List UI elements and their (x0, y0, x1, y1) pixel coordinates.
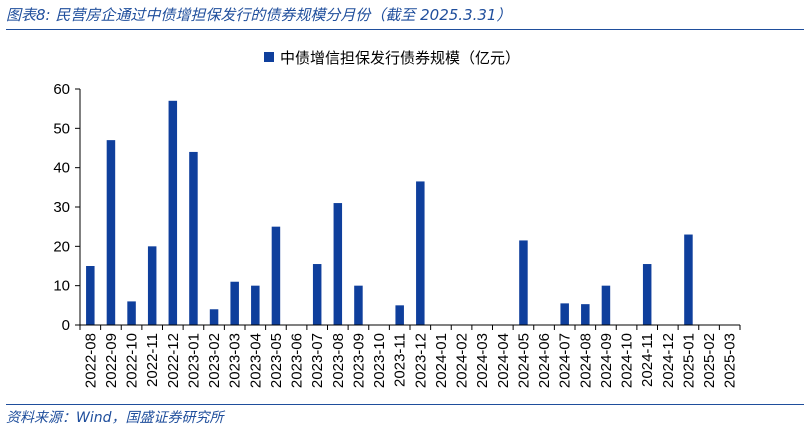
x-tick-label: 2024-09 (598, 333, 615, 388)
y-tick-label: 60 (53, 81, 70, 98)
x-tick-label: 2023-01 (185, 333, 202, 388)
y-axis: 0 10 20 30 40 50 60 (53, 81, 81, 334)
bar-2025-01 (684, 234, 693, 325)
bar-2023-11 (395, 305, 404, 325)
bar-2023-04 (251, 285, 260, 325)
legend-swatch (264, 52, 274, 62)
y-tick-label: 40 (53, 160, 70, 177)
source-note: 资料来源：Wind，国盛证券研究所 (6, 410, 224, 426)
legend-label: 中债增信担保发行债券规模（亿元） (280, 49, 520, 67)
x-tick-label: 2022-08 (82, 333, 99, 388)
x-tick-label: 2024-04 (495, 333, 512, 388)
bar-2023-09 (354, 285, 363, 325)
x-tick-label: 2022-09 (103, 333, 120, 388)
bottom-rule (6, 404, 804, 405)
bar-2024-09 (601, 285, 611, 325)
bar-2023-03 (230, 281, 239, 325)
y-tick-label: 10 (53, 278, 70, 295)
bar-2022-10 (127, 301, 136, 325)
y-tick-label: 20 (53, 238, 70, 255)
x-tick-label: 2022-12 (165, 333, 182, 388)
y-tick-label: 30 (53, 199, 70, 216)
bar-2024-11 (642, 264, 652, 325)
y-tick-label: 50 (53, 120, 70, 137)
x-tick-label: 2024-02 (454, 333, 471, 388)
x-tick-label: 2023-05 (268, 333, 285, 388)
x-tick-label: 2024-08 (577, 333, 594, 388)
x-tick-label: 2023-08 (330, 333, 347, 388)
x-tick-label: 2023-06 (289, 333, 306, 388)
bar-2023-07 (312, 264, 322, 325)
x-tick-label: 2023-02 (206, 333, 223, 388)
bar-2023-08 (333, 203, 343, 325)
x-tick-label: 2023-03 (227, 333, 244, 388)
x-tick-label: 2024-12 (660, 333, 677, 388)
x-tick-label: 2025-02 (701, 333, 718, 388)
x-tick-label: 2023-09 (350, 333, 367, 388)
x-tick-label: 2024-06 (536, 333, 553, 388)
x-tick-label: 2024-11 (639, 333, 656, 387)
x-tick-label: 2024-07 (557, 333, 574, 388)
top-rule (6, 29, 804, 30)
bar-2023-01 (189, 151, 198, 325)
legend: 中债增信担保发行债券规模（亿元） (264, 49, 520, 67)
bar-2022-12 (168, 100, 178, 325)
x-tick-label: 2024-03 (474, 333, 491, 388)
bar-2023-05 (271, 226, 281, 325)
y-tick-label: 0 (62, 317, 70, 334)
x-tick-label: 2025-01 (680, 333, 697, 388)
bar-2022-09 (106, 140, 116, 325)
x-tick-label: 2023-07 (309, 333, 326, 388)
bar-2024-07 (560, 303, 569, 325)
bar-2024-05 (519, 240, 528, 325)
bar-2024-08 (581, 304, 590, 325)
bar-2022-08 (86, 266, 95, 325)
x-tick-label: 2023-12 (412, 333, 429, 388)
figure-title: 图表8: 民营房企通过中债增担保发行的债券规模分月份（截至 2025.3.31） (6, 6, 512, 24)
x-tick-label: 2025-03 (722, 333, 739, 388)
bar-2023-12 (416, 181, 425, 325)
x-tick-label: 2022-10 (124, 333, 141, 388)
x-tick-label: 2024-10 (619, 333, 636, 388)
x-axis: 2022-08 2022-09 2022-10 2022-11 2022-12 2023-… (79, 324, 741, 388)
bars (86, 100, 693, 325)
x-tick-label: 2022-11 (144, 333, 161, 387)
x-tick-label: 2023-10 (371, 333, 388, 388)
x-tick-label: 2024-01 (433, 333, 450, 388)
x-tick-label: 2024-05 (515, 333, 532, 388)
bar-2022-11 (147, 246, 157, 325)
x-tick-label: 2023-04 (247, 333, 264, 388)
x-tick-label: 2023-11 (392, 333, 409, 387)
bar-2023-02 (209, 309, 219, 325)
